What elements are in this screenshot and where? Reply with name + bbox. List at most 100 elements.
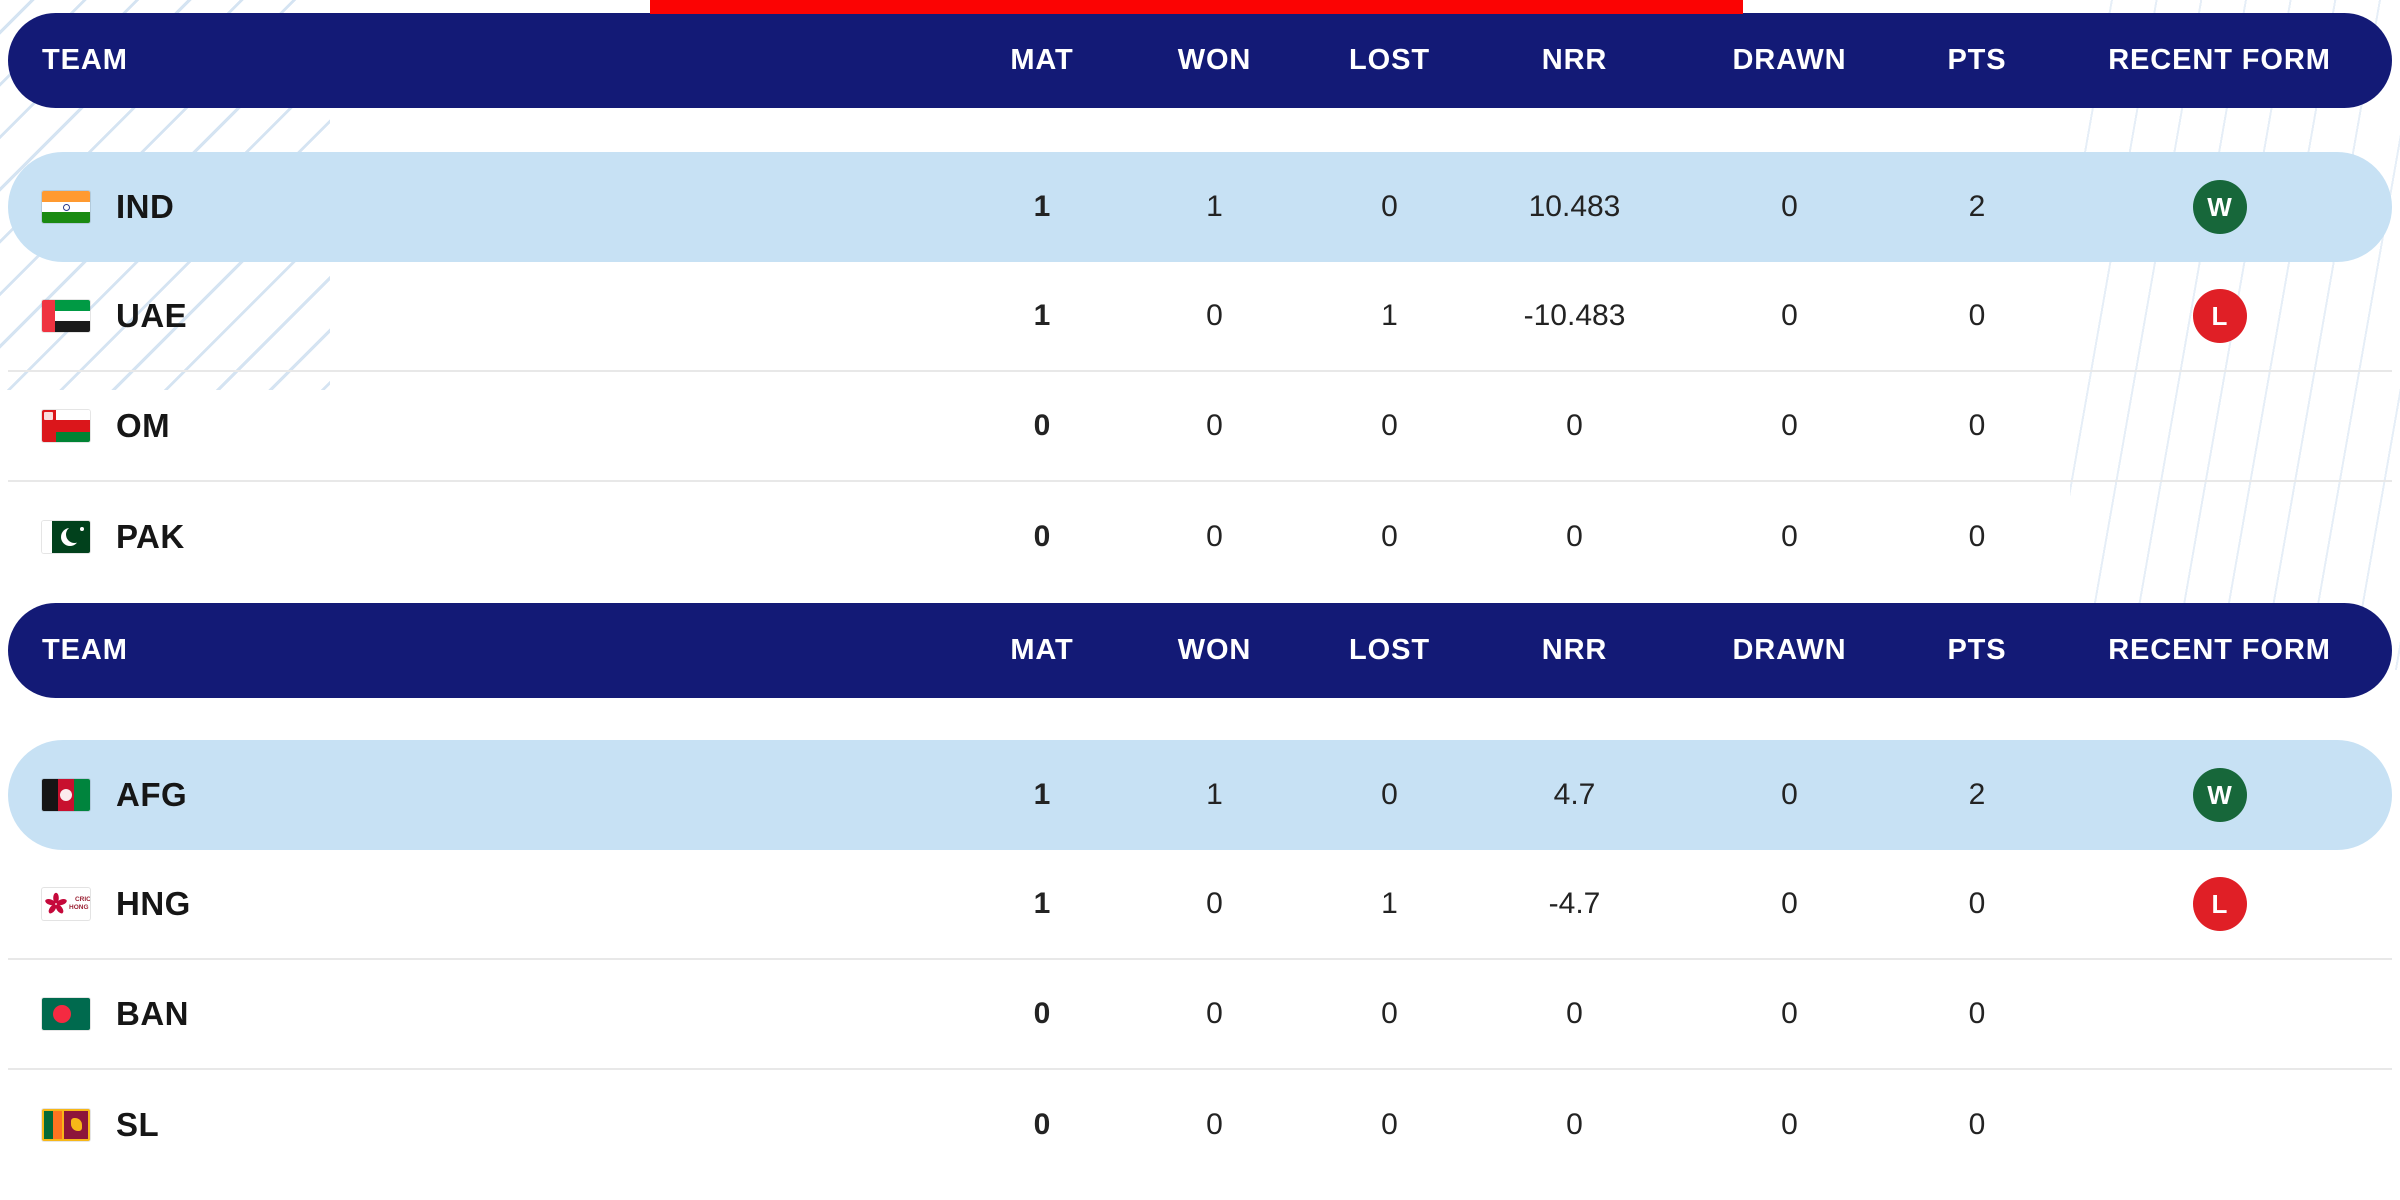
pts-value: 0 — [1968, 520, 1986, 553]
pts-value: 2 — [1968, 190, 1986, 223]
india-flag-icon — [42, 191, 90, 223]
srilanka-flag-icon — [42, 1109, 90, 1141]
column-header-won: WON — [1177, 634, 1252, 666]
column-header-pts: PTS — [1947, 634, 2007, 666]
drawn-value: 0 — [1781, 299, 1798, 332]
group-a-header-row: TEAM MAT WON LOST NRR DRAWN PTS RECENT F… — [8, 13, 2392, 108]
loss-badge: L — [2192, 877, 2247, 931]
drawn-value: 0 — [1781, 409, 1798, 442]
mat-value: 0 — [1033, 520, 1051, 553]
drawn-value: 0 — [1781, 997, 1798, 1030]
won-value: 0 — [1206, 887, 1223, 920]
table-row-hng: CRICKETHONG KONG HNG 1 0 1 -4.7 0 0 L — [8, 850, 2392, 960]
group-b-rows: AFG 1 1 0 4.7 0 2 W — [0, 740, 2400, 1180]
hongkong-logo-text: CRICKETHONG KONG — [69, 896, 90, 911]
team-name: AFG — [116, 776, 188, 813]
win-badge: W — [2192, 768, 2247, 822]
afghanistan-flag-icon — [42, 779, 90, 811]
column-header-team: TEAM — [42, 44, 128, 76]
nrr-value: 10.483 — [1528, 190, 1621, 223]
nrr-value: 0 — [1566, 520, 1583, 553]
form-cell: L — [2047, 289, 2392, 343]
won-value: 0 — [1206, 1108, 1223, 1141]
mat-value: 1 — [1033, 887, 1051, 920]
mat-value: 0 — [1033, 997, 1051, 1030]
form-cell — [2047, 1098, 2392, 1152]
column-header-team: TEAM — [42, 634, 128, 666]
won-value: 0 — [1206, 299, 1223, 332]
column-header-recent-form: RECENT FORM — [2108, 44, 2331, 76]
nrr-value: 0 — [1566, 1108, 1583, 1141]
drawn-value: 0 — [1781, 887, 1798, 920]
pts-value: 0 — [1968, 997, 1986, 1030]
form-cell: L — [2047, 877, 2392, 931]
table-row-ban: BAN 0 0 0 0 0 0 — [8, 960, 2392, 1070]
lost-value: 0 — [1381, 409, 1398, 442]
column-header-drawn: DRAWN — [1732, 634, 1847, 666]
column-header-won: WON — [1177, 44, 1252, 76]
column-header-nrr: NRR — [1541, 44, 1608, 76]
table-row-om: OM 0 0 0 0 0 0 — [8, 372, 2392, 482]
group-a-rows: IND 1 1 0 10.483 0 2 W UAE 1 — [0, 152, 2400, 592]
form-cell — [2047, 510, 2392, 564]
won-value: 0 — [1206, 520, 1223, 553]
won-value: 0 — [1206, 409, 1223, 442]
drawn-value: 0 — [1781, 520, 1798, 553]
column-header-pts: PTS — [1947, 44, 2007, 76]
group-b-header-row: TEAM MAT WON LOST NRR DRAWN PTS RECENT F… — [8, 603, 2392, 698]
form-cell: W — [2047, 768, 2392, 822]
team-cell: SL — [8, 1106, 957, 1144]
team-name: HNG — [116, 885, 191, 922]
won-value: 1 — [1206, 190, 1223, 223]
table-row-sl: SL 0 0 0 0 0 0 — [8, 1070, 2392, 1180]
won-value: 0 — [1206, 997, 1223, 1030]
team-name: PAK — [116, 518, 185, 555]
nrr-value: 4.7 — [1553, 778, 1596, 811]
drawn-value: 0 — [1781, 1108, 1798, 1141]
team-cell: AFG — [8, 776, 957, 814]
nrr-value: -4.7 — [1548, 887, 1601, 920]
top-red-accent-bar — [650, 0, 1743, 14]
mat-value: 1 — [1033, 190, 1051, 223]
mat-value: 0 — [1033, 409, 1051, 442]
pakistan-flag-icon — [42, 521, 90, 553]
pts-value: 2 — [1968, 778, 1986, 811]
team-cell: UAE — [8, 297, 957, 335]
pts-value: 0 — [1968, 409, 1986, 442]
hongkong-cricket-logo-icon: CRICKETHONG KONG — [42, 888, 90, 920]
won-value: 1 — [1206, 778, 1223, 811]
team-name: IND — [116, 188, 175, 225]
table-row-afg: AFG 1 1 0 4.7 0 2 W — [8, 740, 2392, 850]
nrr-value: 0 — [1566, 409, 1583, 442]
lost-value: 0 — [1381, 778, 1398, 811]
team-cell: CRICKETHONG KONG HNG — [8, 885, 957, 923]
table-row-ind: IND 1 1 0 10.483 0 2 W — [8, 152, 2392, 262]
column-header-mat: MAT — [1010, 634, 1074, 666]
pts-value: 0 — [1968, 299, 1986, 332]
bangladesh-flag-icon — [42, 998, 90, 1030]
pts-value: 0 — [1968, 1108, 1986, 1141]
lost-value: 1 — [1381, 887, 1398, 920]
team-name: BAN — [116, 995, 189, 1032]
mat-value: 0 — [1033, 1108, 1051, 1141]
uae-flag-icon — [42, 300, 90, 332]
column-header-recent-form: RECENT FORM — [2108, 634, 2331, 666]
team-name: SL — [116, 1106, 160, 1143]
column-header-mat: MAT — [1010, 44, 1074, 76]
table-row-uae: UAE 1 0 1 -10.483 0 0 L — [8, 262, 2392, 372]
nrr-value: -10.483 — [1523, 299, 1626, 332]
column-header-nrr: NRR — [1541, 634, 1608, 666]
column-header-lost: LOST — [1349, 44, 1430, 76]
lost-value: 0 — [1381, 190, 1398, 223]
form-cell: W — [2047, 180, 2392, 234]
drawn-value: 0 — [1781, 190, 1798, 223]
team-cell: BAN — [8, 995, 957, 1033]
nrr-value: 0 — [1566, 997, 1583, 1030]
mat-value: 1 — [1033, 299, 1051, 332]
lost-value: 1 — [1381, 299, 1398, 332]
team-cell: IND — [8, 188, 957, 226]
lost-value: 0 — [1381, 520, 1398, 553]
team-cell: OM — [8, 407, 957, 445]
team-cell: PAK — [8, 518, 957, 556]
team-name: UAE — [116, 297, 188, 334]
